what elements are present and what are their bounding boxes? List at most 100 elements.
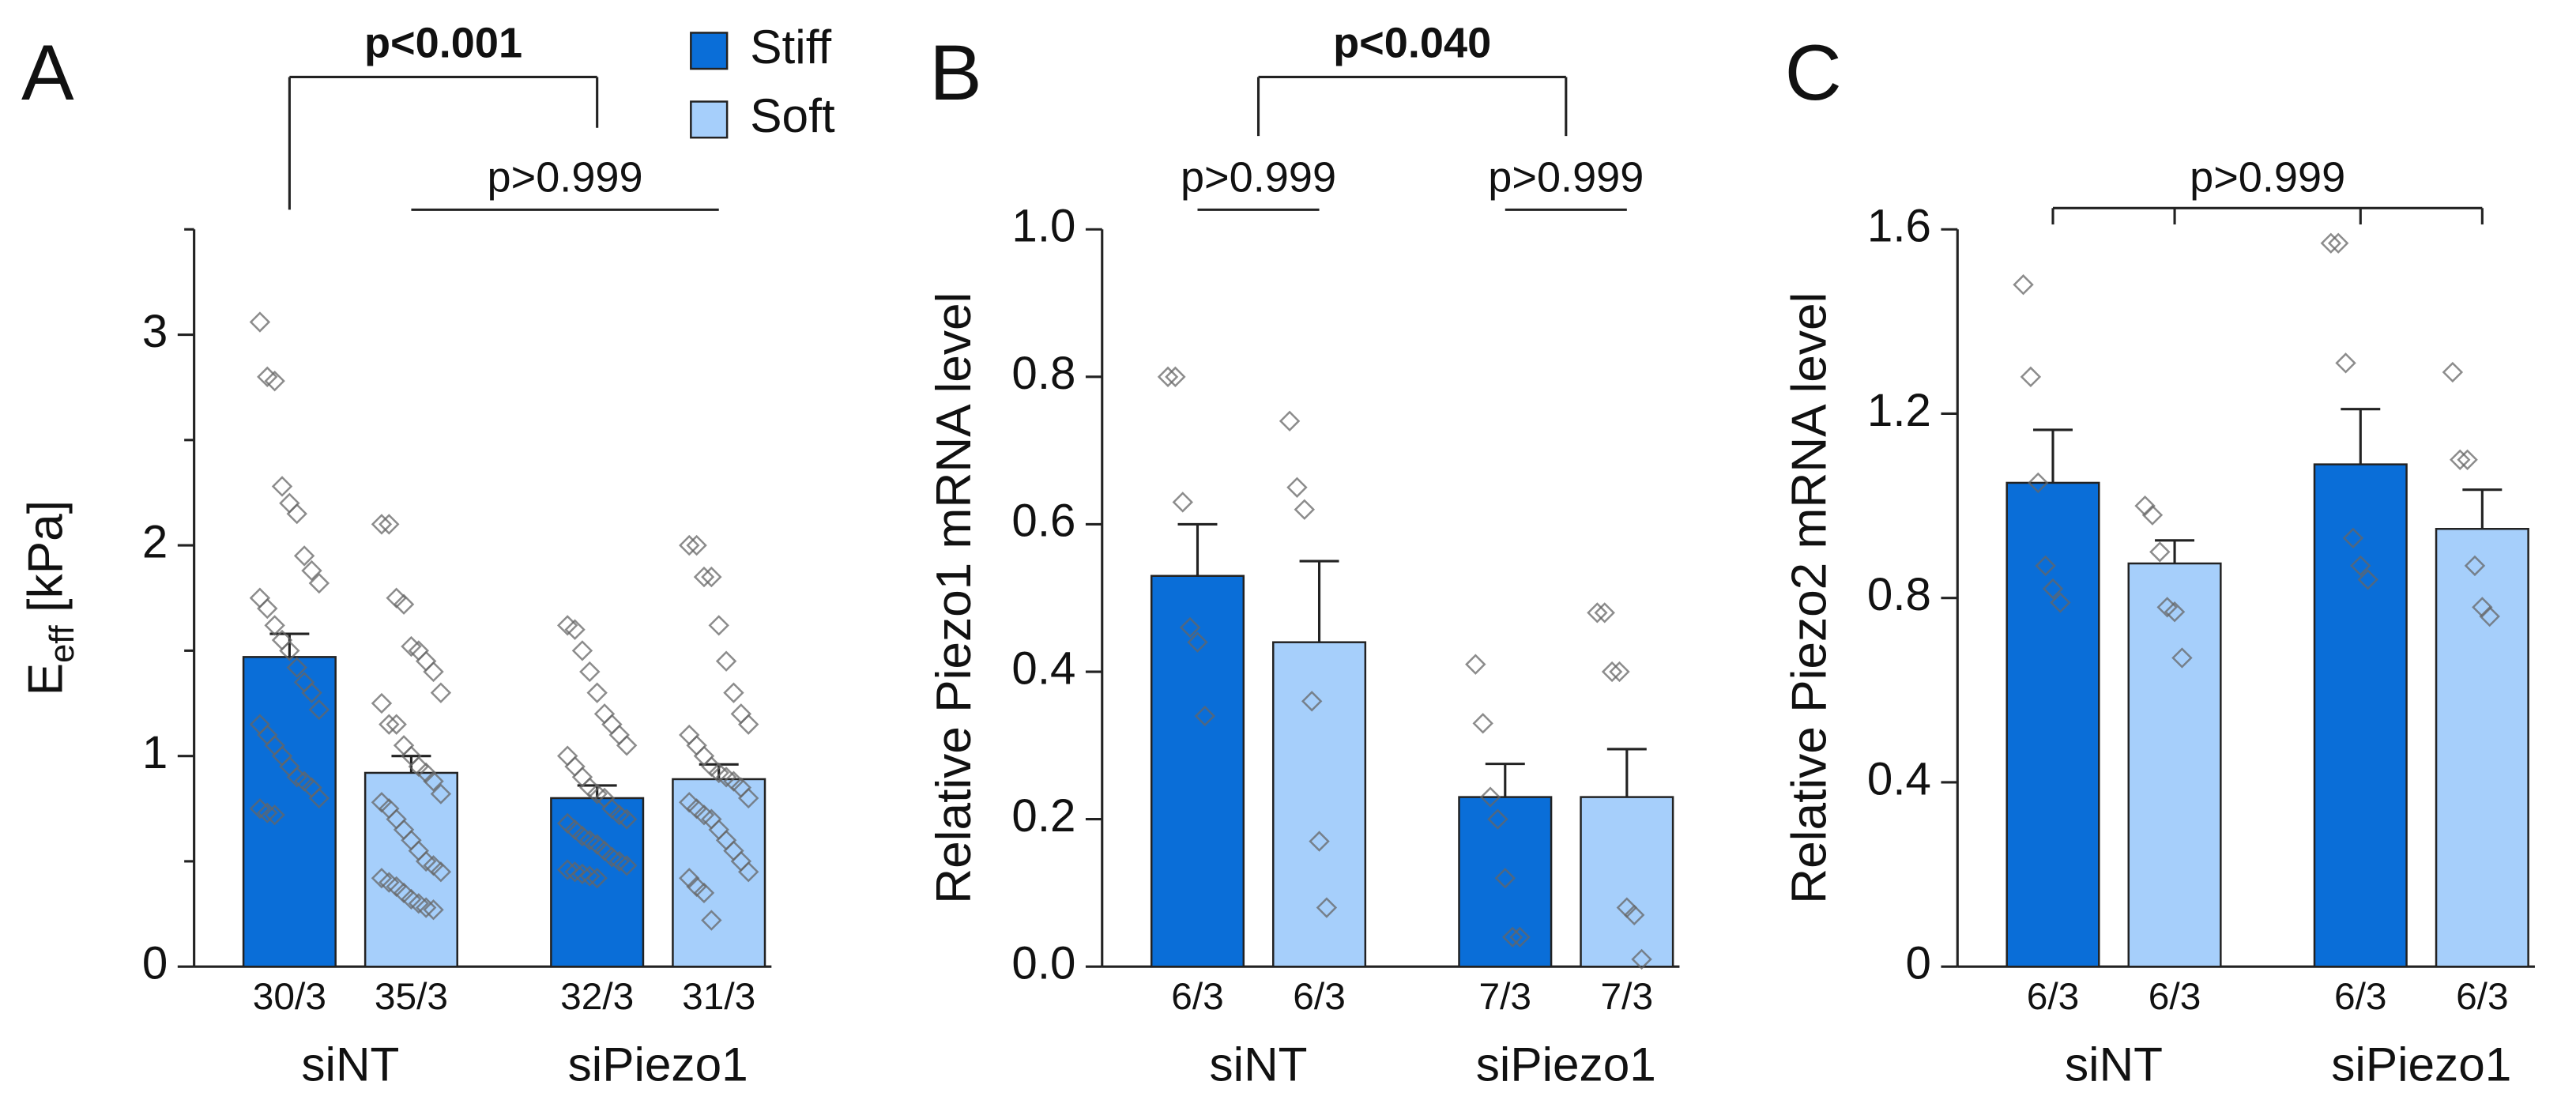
n-label: 7/3 — [1479, 976, 1532, 1018]
data-point — [1309, 831, 1330, 852]
data-point — [1294, 499, 1316, 520]
data-point — [701, 566, 722, 588]
y-tick-label: 0.4 — [1867, 753, 1931, 804]
data-point — [271, 476, 293, 497]
data-point — [386, 714, 407, 735]
data-point — [2013, 274, 2034, 296]
data-point — [1157, 366, 1179, 387]
data-point — [264, 804, 285, 826]
data-point — [556, 859, 578, 880]
y-tick-label: 1 — [142, 727, 168, 778]
data-point — [2149, 541, 2171, 563]
data-point — [737, 714, 759, 735]
data-point — [301, 560, 322, 582]
y-axis-label: Relative Piezo2 mRNA level — [1782, 292, 1836, 904]
data-point — [2472, 597, 2493, 618]
data-point — [693, 566, 715, 588]
group-label: siPiezo1 — [1476, 1038, 1656, 1091]
data-point — [1165, 366, 1186, 387]
data-point — [616, 735, 638, 756]
y-tick-label: 1.0 — [1011, 201, 1075, 252]
data-point — [564, 755, 586, 778]
data-point — [249, 587, 271, 608]
data-point — [1465, 654, 1486, 675]
data-point — [2028, 472, 2049, 494]
n-label: 31/3 — [682, 976, 755, 1018]
data-point — [579, 865, 601, 887]
data-point — [708, 615, 729, 636]
data-point — [1501, 926, 1523, 948]
data-point — [2020, 366, 2042, 387]
data-point — [2342, 527, 2364, 549]
data-point — [308, 699, 330, 721]
data-point — [1601, 661, 1623, 683]
data-point — [378, 514, 400, 535]
data-point — [264, 615, 285, 636]
legend-label: Soft — [750, 89, 835, 142]
panel-letter: B — [929, 29, 982, 117]
data-point — [1494, 868, 1516, 889]
n-label: 6/3 — [1171, 976, 1224, 1018]
data-point — [564, 861, 586, 883]
p-value: p>0.999 — [488, 153, 643, 201]
bar — [2005, 481, 2100, 968]
group-label: siNT — [301, 1038, 399, 1091]
group-label: siPiezo1 — [568, 1038, 748, 1091]
n-label: 6/3 — [2334, 976, 2387, 1018]
data-point — [264, 371, 285, 392]
group-label: siNT — [2065, 1038, 2163, 1091]
bar — [1272, 641, 1367, 968]
data-point — [2464, 555, 2486, 577]
data-point — [571, 640, 593, 661]
p-value: p<0.001 — [364, 19, 522, 66]
n-label: 6/3 — [2027, 976, 2080, 1018]
data-point — [571, 767, 593, 788]
data-point — [430, 783, 452, 804]
n-label: 32/3 — [560, 976, 634, 1018]
data-point — [2450, 449, 2471, 470]
data-point — [586, 682, 608, 703]
bar — [550, 797, 645, 968]
y-tick-label: 1.2 — [1867, 385, 1931, 436]
data-point — [1279, 410, 1301, 431]
data-point — [2335, 352, 2356, 374]
data-point — [571, 863, 593, 885]
p-value: p>0.999 — [1488, 153, 1644, 201]
n-label: 6/3 — [2149, 976, 2201, 1018]
data-point — [1631, 948, 1652, 970]
data-point — [301, 682, 322, 703]
legend-swatch — [690, 32, 729, 70]
data-point — [556, 745, 578, 767]
bar — [1458, 796, 1553, 968]
n-label: 6/3 — [2456, 976, 2509, 1018]
data-point — [1587, 602, 1608, 624]
data-point — [723, 682, 744, 703]
data-point — [257, 597, 278, 620]
data-point — [715, 650, 737, 672]
data-point — [279, 492, 300, 514]
data-point — [2171, 647, 2193, 669]
y-tick-label: 0.2 — [1011, 790, 1075, 842]
data-point — [386, 587, 407, 608]
data-point — [2050, 592, 2071, 613]
data-point — [286, 657, 307, 678]
data-point — [2327, 232, 2349, 254]
data-point — [1286, 477, 1308, 498]
data-point — [616, 855, 638, 876]
bar — [2127, 562, 2222, 968]
data-point — [249, 311, 271, 333]
panel-letter: C — [1785, 29, 1842, 117]
group-label: siPiezo1 — [2331, 1038, 2511, 1091]
data-point — [1487, 808, 1508, 830]
data-point — [730, 703, 752, 725]
legend-label: Stiff — [750, 20, 831, 73]
bar — [1150, 575, 1245, 968]
data-point — [737, 861, 759, 883]
data-point — [371, 692, 393, 714]
data-point — [293, 545, 315, 567]
data-point — [2479, 605, 2500, 627]
data-point — [693, 882, 715, 904]
y-tick-label: 0.0 — [1011, 938, 1075, 989]
y-tick-label: 0.4 — [1011, 642, 1075, 694]
